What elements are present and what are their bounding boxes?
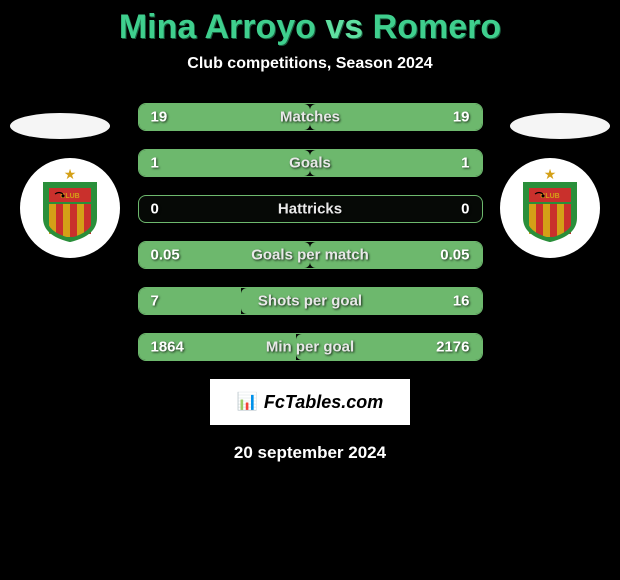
player1-name: Mina Arroyo xyxy=(119,8,316,46)
badge-circle-left: ★ CLUB xyxy=(20,158,120,258)
club-badge-right: ★ CLUB xyxy=(500,158,600,258)
comparison-title: Mina Arroyo vs Romero xyxy=(0,8,620,47)
stat-value-right: 2176 xyxy=(436,339,469,356)
ellipse-decoration-left xyxy=(10,113,110,139)
badge-circle-right: ★ CLUB xyxy=(500,158,600,258)
stat-value-left: 1 xyxy=(151,155,159,172)
stat-value-right: 0 xyxy=(461,201,469,218)
stat-label: Min per goal xyxy=(266,339,354,356)
stat-value-right: 0.05 xyxy=(440,247,469,264)
stat-value-right: 1 xyxy=(461,155,469,172)
date-label: 20 september 2024 xyxy=(0,443,620,463)
attribution-label: FcTables.com xyxy=(264,392,383,413)
stat-value-left: 0 xyxy=(151,201,159,218)
stat-bar: 1864 2176 Min per goal xyxy=(138,333,483,361)
content-area: ★ CLUB xyxy=(0,103,620,463)
stat-bar: 1 1 Goals xyxy=(138,149,483,177)
stat-value-left: 1864 xyxy=(151,339,184,356)
stat-value-right: 19 xyxy=(453,109,470,126)
shield-icon: CLUB xyxy=(41,180,99,242)
stat-fill-left xyxy=(139,150,311,176)
stat-label: Shots per goal xyxy=(258,293,362,310)
player2-name: Romero xyxy=(373,8,501,46)
vs-separator: vs xyxy=(325,8,363,46)
shield-icon: CLUB xyxy=(521,180,579,242)
stat-fill-right xyxy=(310,150,482,176)
chart-icon: 📊 xyxy=(237,392,258,412)
attribution-badge: 📊 FcTables.com xyxy=(210,379,410,425)
ellipse-decoration-right xyxy=(510,113,610,139)
stat-value-left: 0.05 xyxy=(151,247,180,264)
stat-label: Goals xyxy=(289,155,331,172)
stat-label: Matches xyxy=(280,109,340,126)
stat-label: Goals per match xyxy=(251,247,369,264)
stat-bar: 0.05 0.05 Goals per match xyxy=(138,241,483,269)
subtitle: Club competitions, Season 2024 xyxy=(0,55,620,73)
stat-label: Hattricks xyxy=(278,201,342,218)
stat-value-left: 19 xyxy=(151,109,168,126)
comparison-widget: Mina Arroyo vs Romero Club competitions,… xyxy=(0,0,620,580)
club-badge-left: ★ CLUB xyxy=(20,158,120,258)
stat-bar: 7 16 Shots per goal xyxy=(138,287,483,315)
stat-bar: 19 19 Matches xyxy=(138,103,483,131)
stat-value-right: 16 xyxy=(453,293,470,310)
stat-value-left: 7 xyxy=(151,293,159,310)
stats-area: 19 19 Matches 1 1 Goals 0 0 Hattricks 0.05 0.05 Goa… xyxy=(138,103,483,361)
stat-bar: 0 0 Hattricks xyxy=(138,195,483,223)
